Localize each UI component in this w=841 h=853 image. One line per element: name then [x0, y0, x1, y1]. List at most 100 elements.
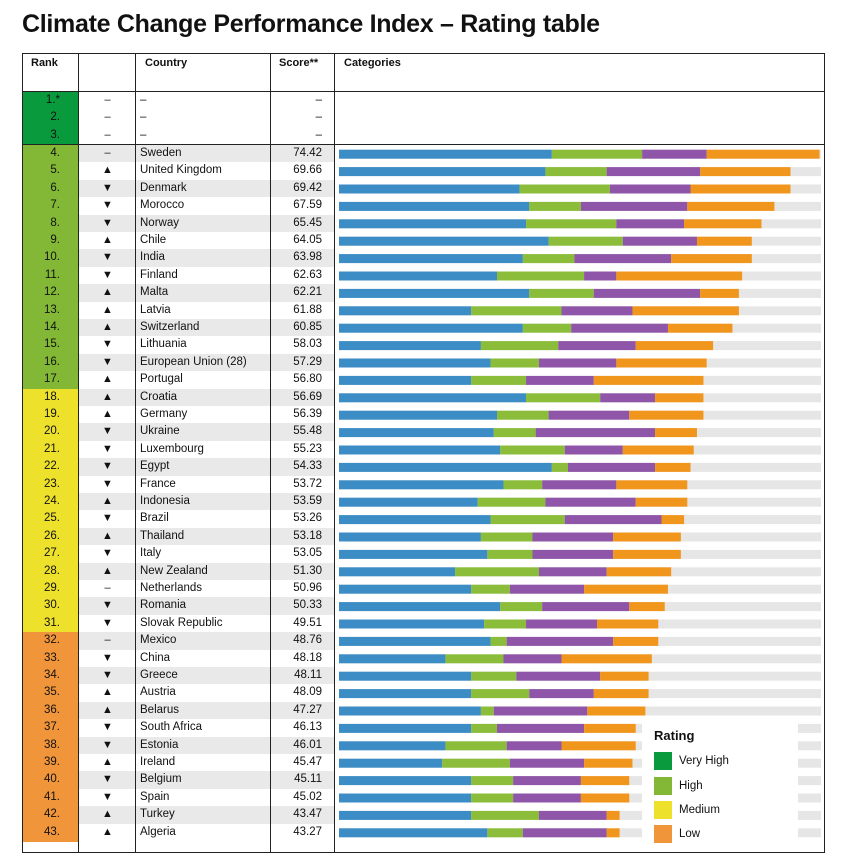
score-cell: 43.47 [293, 808, 322, 821]
rank-cell: 31. [44, 616, 60, 629]
rating-cell [23, 301, 78, 320]
score-cell: 50.33 [293, 599, 322, 612]
rating-cell [23, 126, 78, 145]
country-cell: New Zealand [140, 564, 208, 577]
rank-cell: 3. [50, 128, 60, 141]
score-cell: 53.05 [293, 547, 322, 560]
rating-cell [23, 597, 78, 616]
legend-label-low: Low [679, 828, 701, 840]
rating-cell [23, 736, 78, 755]
row-stripe [79, 458, 335, 476]
legend-title: Rating [654, 728, 695, 743]
row-stripe [79, 562, 335, 580]
score-cell: – [315, 128, 322, 141]
legend-swatch-very-high [654, 752, 672, 770]
country-cell: Sweden [140, 147, 182, 159]
legend-swatch-low [654, 825, 672, 843]
row-stripe [79, 771, 335, 789]
score-cell: 57.29 [293, 355, 322, 368]
rank-cell: 24. [44, 495, 60, 507]
rating-cell [23, 92, 78, 110]
rank-cell: 9. [50, 234, 60, 246]
rank-cell: 11. [44, 268, 60, 281]
trend-cell: ▲ [102, 529, 113, 542]
country-cell: Italy [140, 547, 162, 560]
row-stripe [79, 667, 335, 685]
country-cell: Chile [140, 234, 167, 246]
country-cell: Estonia [140, 738, 179, 751]
row-stripe [79, 249, 335, 267]
rating-cell [23, 336, 78, 355]
score-cell: 65.45 [293, 216, 322, 229]
rating-cell [23, 249, 78, 268]
row-stripe [79, 736, 335, 754]
rank-cell: 2. [50, 111, 60, 124]
trend-cell: – [104, 128, 111, 141]
rating-cell [23, 562, 78, 581]
trend-cell: – [104, 111, 111, 124]
score-cell: 60.85 [293, 321, 322, 333]
rating-cell [23, 440, 78, 459]
country-cell: – [140, 128, 147, 141]
rank-cell: 28. [44, 564, 60, 577]
header-score: Score** [279, 57, 319, 69]
trend-cell: – [104, 94, 111, 106]
rating-cell [23, 371, 78, 390]
trend-cell: ▲ [102, 703, 113, 716]
trend-cell: ▲ [102, 564, 113, 577]
trend-cell: ▲ [102, 686, 113, 699]
trend-cell: ▼ [102, 669, 113, 681]
score-cell: 51.30 [293, 564, 322, 577]
rating-cell [23, 701, 78, 720]
score-cell: 50.96 [293, 582, 322, 594]
country-cell: Romania [140, 599, 187, 612]
country-cell: Latvia [140, 303, 171, 316]
country-cell: Lithuania [140, 338, 187, 351]
legend-label-very-high: Very High [679, 755, 729, 767]
rank-cell: 15. [44, 338, 60, 351]
trend-cell: ▼ [102, 251, 113, 264]
trend-cell: ▼ [102, 616, 113, 629]
rank-cell: 26. [44, 529, 60, 542]
row-stripe [79, 388, 335, 406]
rating-cell [23, 406, 78, 424]
country-cell: Denmark [140, 181, 187, 194]
header-rank: Rank [31, 57, 58, 69]
rank-cell: 39. [44, 756, 60, 768]
country-cell: Spain [140, 790, 170, 803]
rating-cell [23, 667, 78, 685]
country-cell: Malta [140, 286, 169, 299]
rating-cell [23, 458, 78, 477]
header-divider [22, 91, 825, 92]
rating-cell [23, 580, 78, 598]
column-divider [270, 53, 271, 853]
score-cell: 49.51 [293, 616, 322, 629]
rating-cell [23, 684, 78, 703]
rank-cell: 35. [44, 686, 60, 699]
country-cell: European Union (28) [140, 355, 247, 368]
rank-cell: 6. [50, 181, 60, 194]
score-cell: 47.27 [293, 703, 322, 716]
trend-cell: – [104, 147, 111, 159]
trend-cell: ▲ [102, 373, 113, 386]
rating-cell [23, 806, 78, 825]
legend-swatch-medium [654, 801, 672, 819]
rank-cell: 1.* [45, 94, 60, 106]
country-cell: Croatia [140, 390, 178, 403]
score-cell: 56.39 [293, 408, 322, 420]
score-cell: 53.72 [293, 477, 322, 490]
trend-cell: ▼ [102, 355, 113, 368]
row-stripe [79, 423, 335, 441]
row-stripe [79, 214, 335, 232]
rating-cell [23, 754, 78, 772]
rank-cell: 30. [44, 599, 60, 612]
rating-cell [23, 232, 78, 250]
trend-cell: ▼ [102, 599, 113, 612]
country-cell: Mexico [140, 634, 177, 647]
rating-cell [23, 527, 78, 546]
rank-cell: 29. [44, 582, 60, 594]
trend-cell: ▼ [102, 477, 113, 490]
country-cell: Greece [140, 669, 178, 681]
score-cell: 67.59 [293, 199, 322, 212]
score-cell: 45.11 [294, 773, 322, 786]
